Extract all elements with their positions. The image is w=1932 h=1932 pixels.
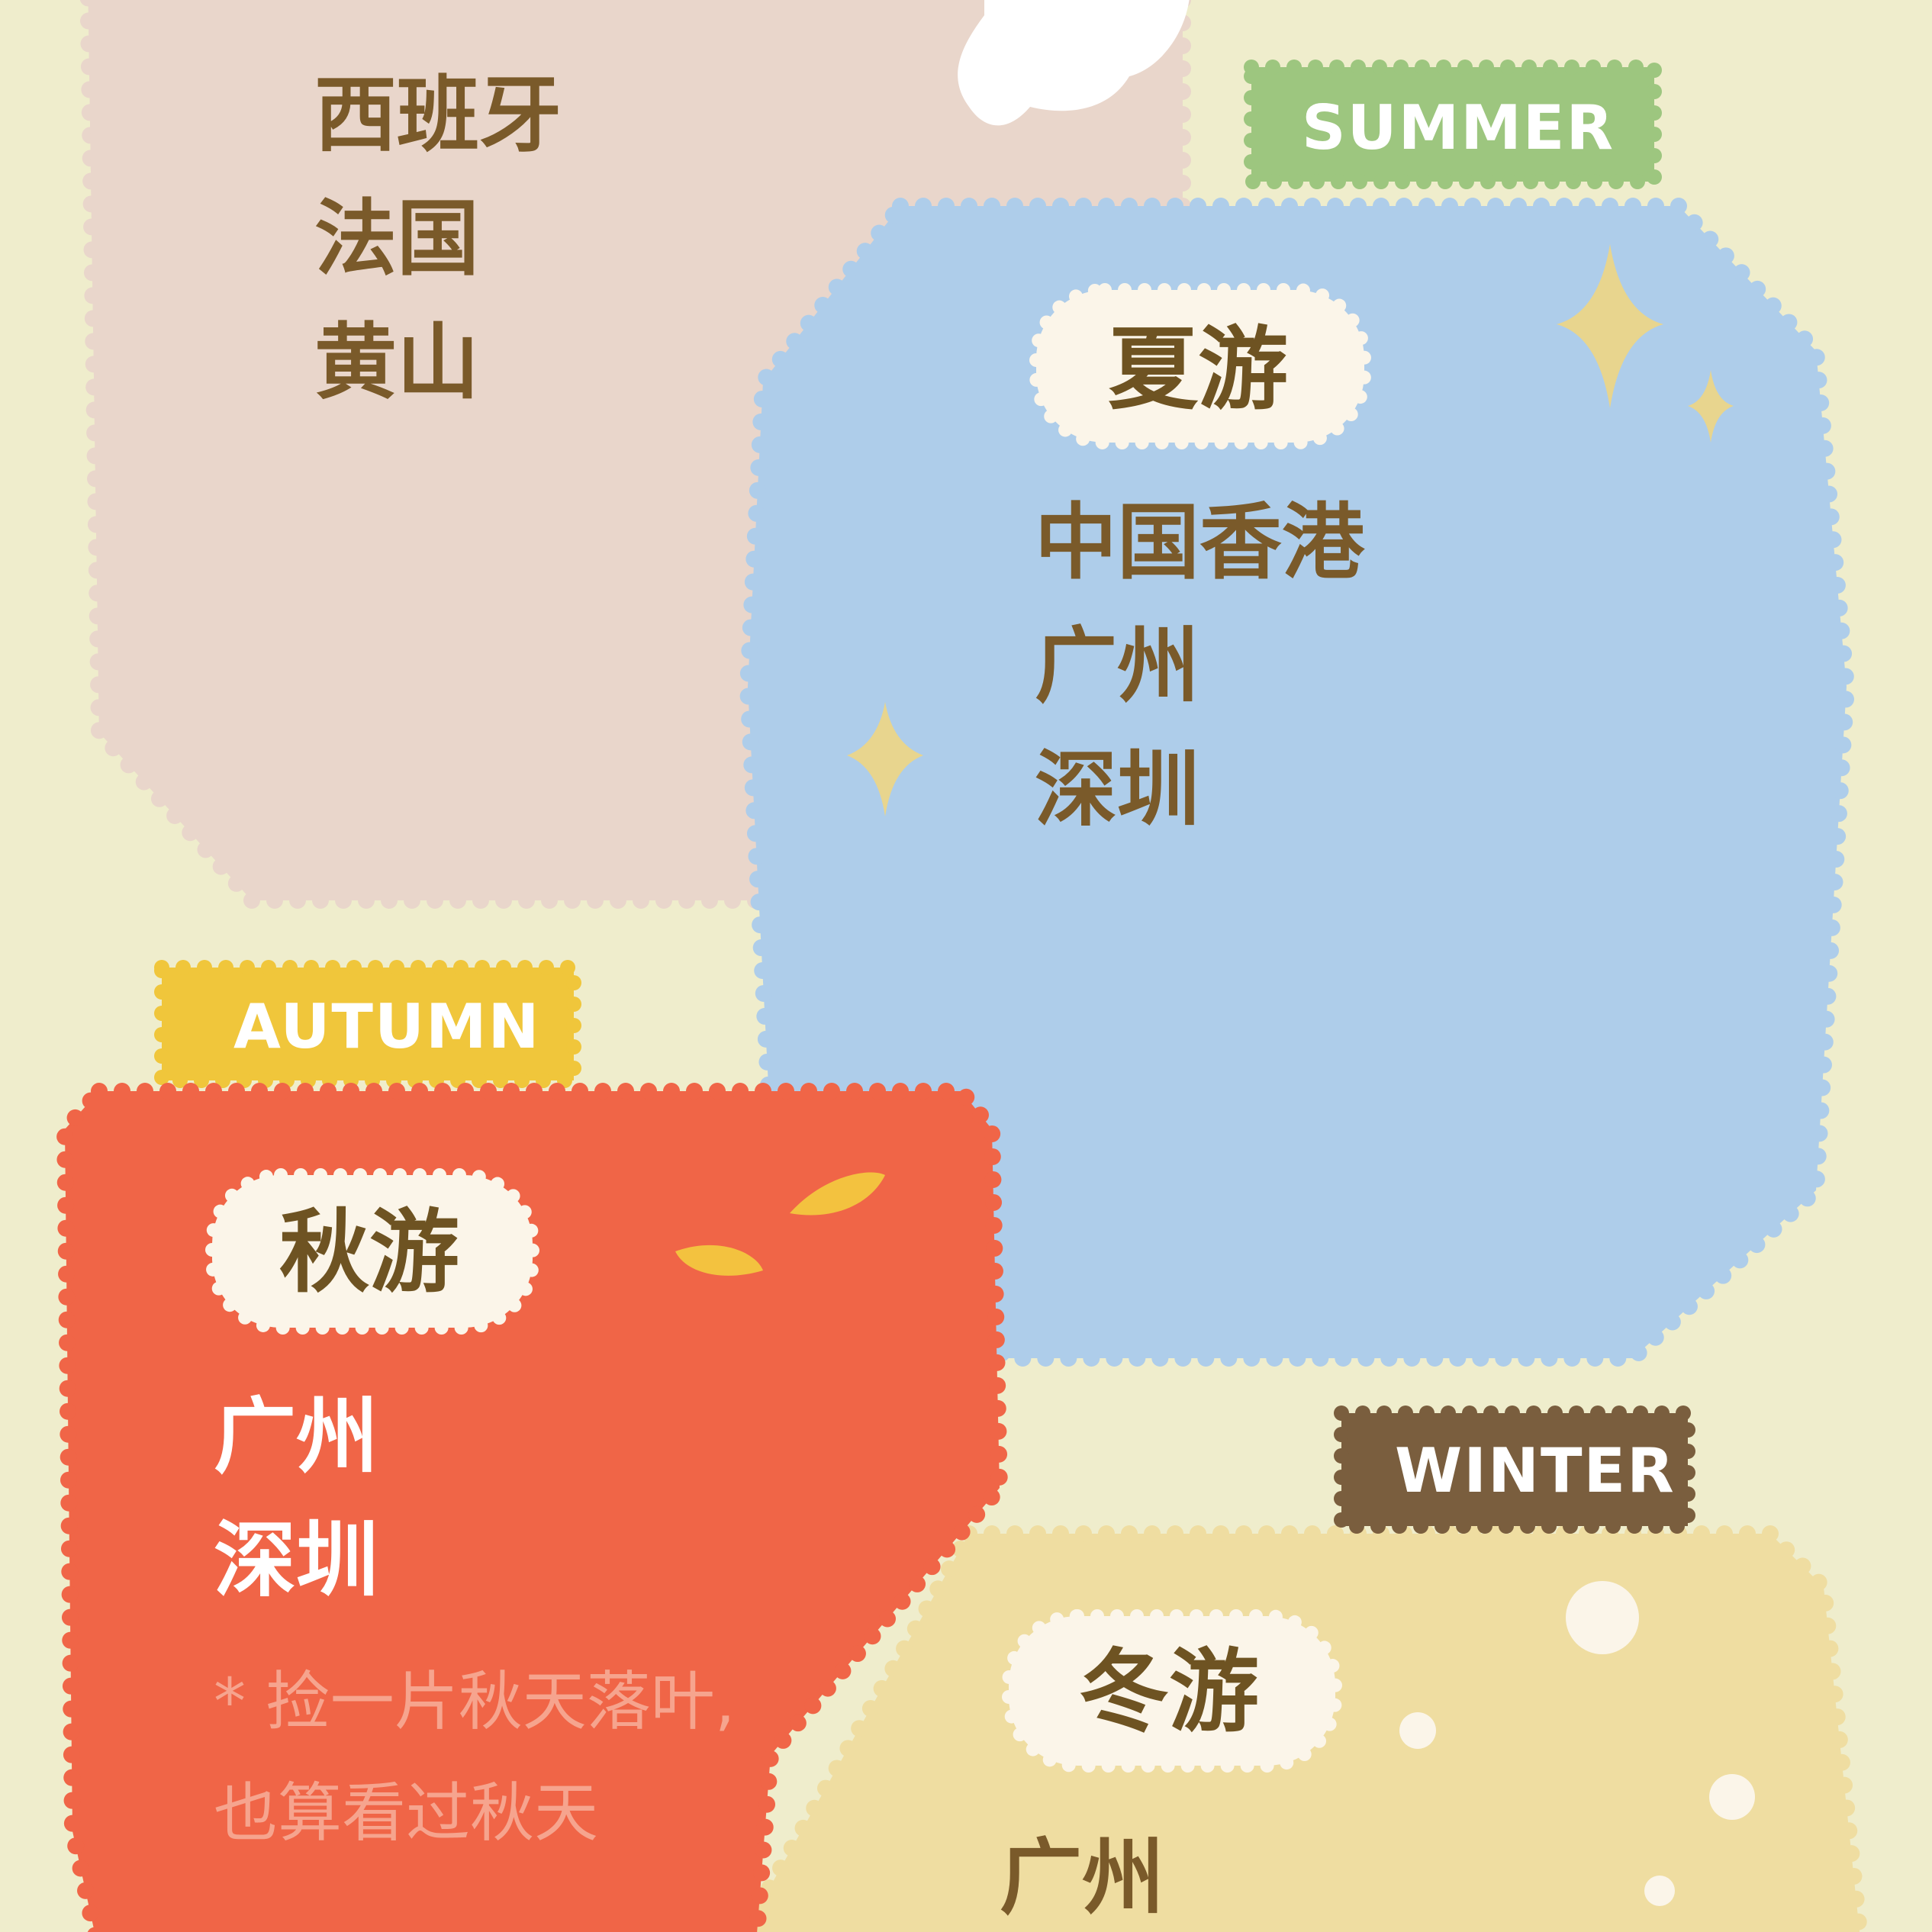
autumn-tag: AUTUMN — [233, 991, 541, 1062]
autumn-title: 秋游 — [279, 1199, 460, 1305]
autumn-tag-bg — [154, 960, 581, 1088]
summer-tag: SUMMER — [1302, 92, 1615, 163]
place-item: 广州 — [1035, 619, 1200, 714]
snow-dot-icon — [1644, 1876, 1675, 1906]
summer-panel — [739, 198, 1856, 1367]
autumn-note-line-2: 也算看过秋天 — [214, 1776, 599, 1850]
sparkle-small-icon — [1688, 370, 1734, 443]
snow-dot-icon — [1399, 1712, 1436, 1749]
summer-title: 夏游 — [1108, 317, 1289, 422]
winter-title-pill — [1002, 1609, 1342, 1773]
spring-place-list: 西班牙 法国 黄山 — [314, 75, 562, 446]
summer-title-pill — [1029, 283, 1371, 449]
place-item: 黄山 — [314, 315, 480, 411]
autumn-title-pill — [205, 1168, 539, 1335]
winter-title: 冬游 — [1079, 1639, 1260, 1744]
place-item: 广州 — [214, 1389, 379, 1485]
leaf-icon — [675, 1245, 763, 1276]
winter-place-list: 广州 — [1000, 1837, 1164, 1932]
summer-tag-bg — [1244, 60, 1662, 189]
autumn-place-list: 广州 深圳 — [214, 1396, 378, 1644]
winter-tag: WINTER — [1395, 1435, 1676, 1506]
place-item: 深圳 — [1035, 742, 1200, 838]
sparkle-large-icon — [1557, 244, 1663, 408]
snow-dot-icon — [1709, 1774, 1755, 1820]
leaf-icon — [790, 1172, 885, 1216]
place-item: 深圳 — [214, 1513, 379, 1608]
place-item: 法国 — [314, 192, 480, 287]
sparkle-left-icon — [847, 702, 923, 816]
place-item: 中国香港 — [1035, 495, 1365, 591]
place-item: 西班牙 — [314, 68, 562, 163]
summer-place-list: 中国香港 广州 深圳 — [1035, 502, 1364, 873]
autumn-note-line-1: * 捡一片秋天落叶, — [214, 1664, 736, 1739]
place-item: 广州 — [1000, 1831, 1165, 1926]
winter-tag-bg — [1334, 1406, 1695, 1534]
cloud-decoration — [958, 0, 1190, 126]
snow-dot-icon — [1566, 1581, 1639, 1654]
